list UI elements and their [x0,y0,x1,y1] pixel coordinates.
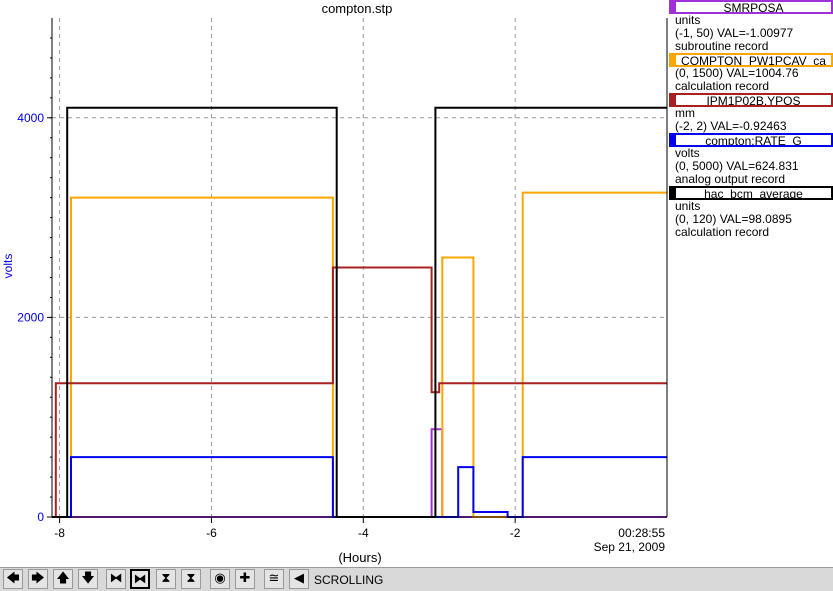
toggle-icon[interactable]: ◀ [289,569,309,589]
zoom-y-out-icon[interactable]: ⧗ [181,569,201,589]
x-tick-label: -8 [54,526,65,540]
legend-range: (0, 1500) VAL=1004.76 [675,66,799,80]
legend-units: units [675,13,701,27]
chart-title: compton.stp [322,1,393,16]
legend-entry-0[interactable]: SMRPOSA [669,0,833,14]
scroll-right-icon[interactable]: 🡆 [28,569,48,589]
end-date-label: Sep 21, 2009 [594,540,666,554]
legend-entry-1[interactable]: COMPTON_PW1PCAV_ca [669,53,833,67]
axes: -8 -6 -4 -2 0 2000 4000 [17,18,668,540]
x-tick-label: -6 [206,526,217,540]
legend-range: (0, 120) VAL=98.0895 [675,212,792,226]
series-line-2 [52,266,667,518]
legend-range: (0, 5000) VAL=624.831 [675,159,799,173]
zoom-x-out-icon[interactable]: ⧓ [130,569,150,589]
legend-range: (-1, 50) VAL=-1.00977 [675,26,794,40]
legend-units: volts [675,146,700,160]
legend-units: units [675,199,701,213]
legend-record: calculation record [675,225,770,239]
toolbar: 🡄 🡆 🡅 🡇 ⧓ ⧓ ⧗ ⧗ ◉ ✚ ≅ ◀ SCROLLING [0,567,833,591]
x-tick-label: -2 [510,526,521,540]
legend-entry-3[interactable]: compton:RATE_G [669,133,833,147]
legend-record: calculation record [675,79,770,93]
x-axis-label: (Hours) [338,550,381,565]
scrolling-status-label: SCROLLING [314,573,384,587]
legend-entry-4[interactable]: hac_bcm_average [669,186,833,200]
legend-record: subroutine record [675,39,769,53]
legend-record: analog output record [675,172,786,186]
add-icon[interactable]: ✚ [235,569,255,589]
legend-units: mm [675,106,695,120]
legend-panel: SMRPOSA units (-1, 50) VAL=-1.00977 subrout… [669,0,833,239]
zoom-y-in-icon[interactable]: ⧗ [156,569,176,589]
y-tick-label: 2000 [17,310,44,324]
scroll-down-icon[interactable]: 🡇 [78,569,98,589]
legend-entry-2[interactable]: IPM1P02B.YPOS [669,93,833,107]
y-tick-label: 4000 [17,111,44,125]
y-axis-label: volts [1,254,15,279]
x-tick-label: -4 [358,526,369,540]
legend-range: (-2, 2) VAL=-0.92463 [675,119,787,133]
scroll-up-icon[interactable]: 🡅 [53,569,73,589]
auto-scale-icon[interactable]: ≅ [264,569,284,589]
end-time-label: 00:28:55 [618,526,665,540]
reset-icon[interactable]: ◉ [210,569,230,589]
scroll-left-icon[interactable]: 🡄 [3,569,23,589]
zoom-x-in-icon[interactable]: ⧓ [106,569,126,589]
y-tick-label: 0 [37,510,44,524]
